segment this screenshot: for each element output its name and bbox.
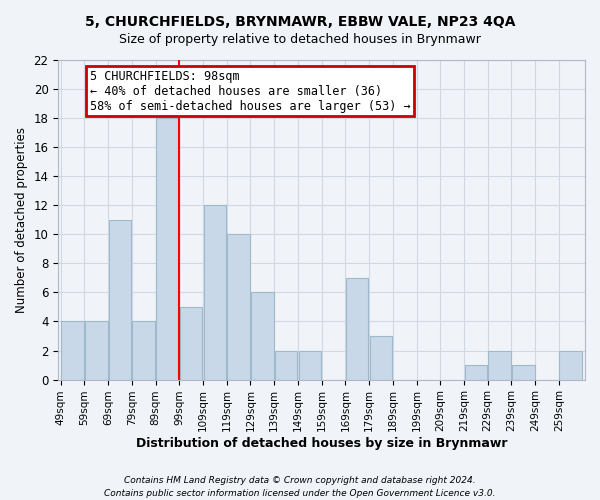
Bar: [512, 365, 535, 380]
Bar: [346, 278, 368, 380]
Bar: [488, 350, 511, 380]
Y-axis label: Number of detached properties: Number of detached properties: [15, 127, 28, 313]
X-axis label: Distribution of detached houses by size in Brynmawr: Distribution of detached houses by size …: [136, 437, 508, 450]
Bar: [156, 118, 179, 380]
Bar: [180, 307, 202, 380]
Bar: [251, 292, 274, 380]
Text: Contains HM Land Registry data © Crown copyright and database right 2024.: Contains HM Land Registry data © Crown c…: [124, 476, 476, 485]
Bar: [203, 206, 226, 380]
Text: Size of property relative to detached houses in Brynmawr: Size of property relative to detached ho…: [119, 32, 481, 46]
Bar: [370, 336, 392, 380]
Bar: [227, 234, 250, 380]
Text: 5, CHURCHFIELDS, BRYNMAWR, EBBW VALE, NP23 4QA: 5, CHURCHFIELDS, BRYNMAWR, EBBW VALE, NP…: [85, 15, 515, 29]
Bar: [133, 322, 155, 380]
Bar: [299, 350, 321, 380]
Bar: [85, 322, 107, 380]
Text: Contains public sector information licensed under the Open Government Licence v3: Contains public sector information licen…: [104, 488, 496, 498]
Bar: [275, 350, 298, 380]
Bar: [464, 365, 487, 380]
Bar: [109, 220, 131, 380]
Text: 5 CHURCHFIELDS: 98sqm
← 40% of detached houses are smaller (36)
58% of semi-deta: 5 CHURCHFIELDS: 98sqm ← 40% of detached …: [90, 70, 410, 112]
Bar: [61, 322, 84, 380]
Bar: [559, 350, 582, 380]
